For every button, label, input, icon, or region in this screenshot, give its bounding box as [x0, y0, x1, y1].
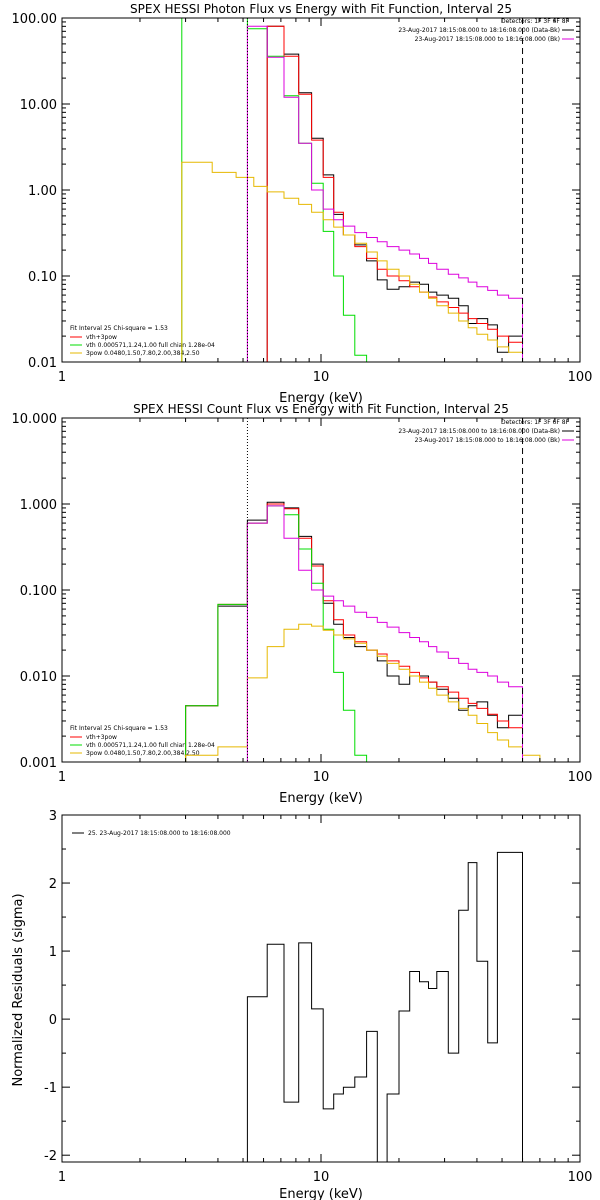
- photon-flux-xlabel: Energy (keV): [279, 391, 363, 406]
- residuals-series-group: [246, 851, 523, 1162]
- photon-flux-x-tick-label: 1: [58, 370, 66, 385]
- residuals-series-25-23-aug-2017-18-15-08-: [246, 851, 523, 1162]
- count-flux-panel: SPEX HESSI Count Flux vs Energy with Fit…: [12, 402, 593, 806]
- residuals-y-tick-label: -1: [44, 1081, 57, 1096]
- count-flux-x-tick-label: 1: [58, 770, 66, 785]
- photon-flux-series-vth: [181, 18, 368, 362]
- count-flux-series-vth: [185, 505, 368, 762]
- legend-vth: vth 0.000571,1.24,1.00 full chian 1.28e-…: [86, 342, 215, 349]
- legend-bk: 23-Aug-2017 18:15:08.000 to 18:16:08.000…: [415, 437, 560, 444]
- legend-total: vth+3pow: [86, 734, 117, 741]
- residuals-y-tick-label: -2: [44, 1149, 57, 1164]
- count-flux-x-tick-label: 100: [568, 770, 593, 785]
- residuals-y-tick-label: 2: [49, 877, 57, 892]
- legend-3pow: 3pow 0.0480,1.50,7.80,2.00,384,2.50: [86, 750, 200, 757]
- residuals-legend-label: 25. 23-Aug-2017 18:15:08.000 to 18:16:08…: [88, 830, 231, 837]
- count-flux-series-3pow: [185, 623, 569, 762]
- residuals-x-tick-label: 1: [58, 1170, 66, 1185]
- legend-detectors: Detectors: 1F 3F 6F 8F: [501, 18, 570, 25]
- residuals-panel: Energy (keV) Normalized Residuals (sigma…: [11, 809, 592, 1200]
- photon-flux-y-tick-label: 100.00: [12, 12, 58, 27]
- residuals-x-tick-label: 10: [313, 1170, 330, 1185]
- count-flux-series-data-bk: [185, 501, 523, 762]
- legend-total: vth+3pow: [86, 334, 117, 341]
- photon-flux-y-tick-label: 0.10: [28, 270, 57, 285]
- residuals-y-tick-label: 1: [49, 945, 57, 960]
- legend-data-bk: 23-Aug-2017 18:15:08.000 to 18:16:08.000…: [398, 27, 560, 34]
- photon-flux-y-tick-label: 10.00: [20, 98, 57, 113]
- count-flux-y-tick-label: 0.001: [20, 756, 57, 771]
- count-flux-y-tick-label: 0.010: [20, 670, 57, 685]
- residuals-y-tick-label: 3: [49, 809, 57, 824]
- count-flux-y-tick-label: 1.000: [20, 498, 57, 513]
- legend-fit-interval: Fit Interval 25 Chi-square = 1.53: [70, 725, 168, 732]
- residuals-y-tick-label: 0: [49, 1013, 57, 1028]
- count-flux-legend-top-right: Detectors: 1F 3F 6F 8F 23-Aug-2017 18:15…: [398, 419, 574, 444]
- photon-flux-legend-top-right: Detectors: 1F 3F 6F 8F 23-Aug-2017 18:15…: [398, 18, 574, 43]
- count-flux-legend-bottom-left: Fit Interval 25 Chi-square = 1.53 vth+3p…: [70, 725, 215, 757]
- legend-vth: vth 0.000571,1.24,1.00 full chian 1.28e-…: [86, 742, 215, 749]
- count-flux-title: SPEX HESSI Count Flux vs Energy with Fit…: [133, 402, 509, 416]
- count-flux-series-bk: [246, 505, 523, 762]
- photon-flux-title: SPEX HESSI Photon Flux vs Energy with Fi…: [130, 2, 512, 16]
- photon-flux-series-data-bk: [266, 25, 523, 362]
- photon-flux-y-tick-label: 0.01: [28, 356, 57, 371]
- residuals-xlabel: Energy (keV): [279, 1187, 363, 1200]
- count-flux-xlabel: Energy (keV): [279, 791, 363, 806]
- residuals-x-tick-label: 100: [568, 1170, 593, 1185]
- count-flux-x-tick-label: 10: [313, 770, 330, 785]
- photon-flux-series-3pow: [181, 161, 523, 362]
- photon-flux-legend-bottom-left: Fit Interval 25 Chi-square = 1.53 vth+3p…: [70, 325, 215, 357]
- legend-data-bk: 23-Aug-2017 18:15:08.000 to 18:16:08.000…: [398, 428, 560, 435]
- legend-bk: 23-Aug-2017 18:15:08.000 to 18:16:08.000…: [415, 36, 560, 43]
- photon-flux-series-group: [181, 18, 523, 362]
- legend-detectors: Detectors: 1F 3F 6F 8F: [501, 419, 570, 426]
- photon-flux-x-tick-label: 100: [568, 370, 593, 385]
- photon-flux-y-tick-label: 1.00: [28, 184, 57, 199]
- count-flux-y-tick-label: 10.000: [12, 412, 58, 427]
- residuals-legend: 25. 23-Aug-2017 18:15:08.000 to 18:16:08…: [72, 830, 231, 837]
- photon-flux-x-tick-label: 10: [313, 370, 330, 385]
- count-flux-y-tick-label: 0.100: [20, 584, 57, 599]
- photon-flux-series-vth-3pow: [266, 25, 523, 362]
- count-flux-series-vth-3pow: [185, 503, 523, 762]
- photon-flux-panel: SPEX HESSI Photon Flux vs Energy with Fi…: [12, 2, 593, 406]
- count-flux-series-group: [185, 501, 569, 762]
- legend-3pow: 3pow 0.0480,1.50,7.80,2.00,384,2.50: [86, 350, 200, 357]
- legend-fit-interval: Fit Interval 25 Chi-square = 1.53: [70, 325, 168, 332]
- residuals-ylabel: Normalized Residuals (sigma): [11, 893, 26, 1086]
- photon-flux-series-bk: [246, 25, 523, 362]
- residuals-plot-frame: [61, 814, 581, 1163]
